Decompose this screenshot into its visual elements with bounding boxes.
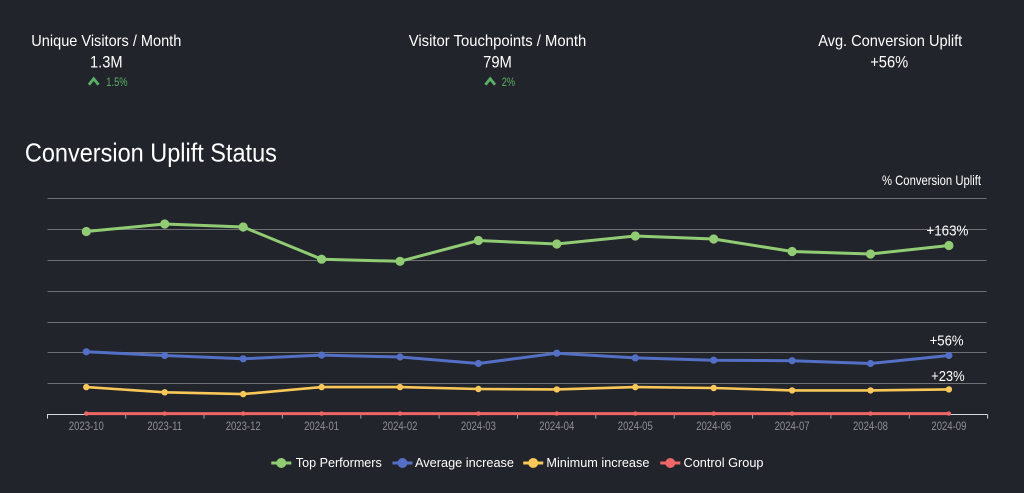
svg-text:Visitor Touchpoints / Month: Visitor Touchpoints / Month	[409, 33, 587, 50]
svg-text:+163%: +163%	[926, 223, 968, 240]
svg-text:Minimum increase: Minimum increase	[546, 455, 649, 470]
svg-text:2024-02: 2024-02	[383, 421, 418, 433]
svg-text:2023-10: 2023-10	[69, 421, 104, 433]
svg-text:Average increase: Average increase	[415, 455, 514, 470]
svg-text:2023-11: 2023-11	[147, 421, 182, 433]
svg-text:2024-05: 2024-05	[618, 421, 653, 433]
svg-text:1.5%: 1.5%	[106, 77, 127, 89]
svg-text:2024-03: 2024-03	[461, 421, 496, 433]
svg-text:Top Performers: Top Performers	[296, 455, 382, 470]
svg-text:2024-09: 2024-09	[931, 421, 966, 433]
svg-text:2024-06: 2024-06	[696, 421, 731, 433]
svg-text:+56%: +56%	[930, 332, 964, 349]
svg-text:2024-04: 2024-04	[539, 421, 574, 433]
svg-text:2024-01: 2024-01	[304, 421, 339, 433]
svg-text:79M: 79M	[483, 52, 512, 71]
svg-text:2023-12: 2023-12	[226, 421, 261, 433]
svg-text:2024-08: 2024-08	[853, 421, 888, 433]
svg-text:1.3M: 1.3M	[90, 52, 123, 71]
svg-text:Control Group: Control Group	[684, 455, 764, 470]
svg-text:Avg. Conversion Uplift: Avg. Conversion Uplift	[818, 33, 963, 50]
svg-text:Unique Visitors / Month: Unique Visitors / Month	[31, 33, 181, 50]
svg-text:% Conversion Uplift: % Conversion Uplift	[882, 172, 981, 188]
svg-text:2024-07: 2024-07	[775, 421, 810, 433]
svg-text:Conversion Uplift Status: Conversion Uplift Status	[25, 138, 277, 168]
svg-text:+56%: +56%	[870, 52, 908, 71]
svg-text:2%: 2%	[502, 77, 515, 89]
svg-text:+23%: +23%	[931, 368, 965, 385]
